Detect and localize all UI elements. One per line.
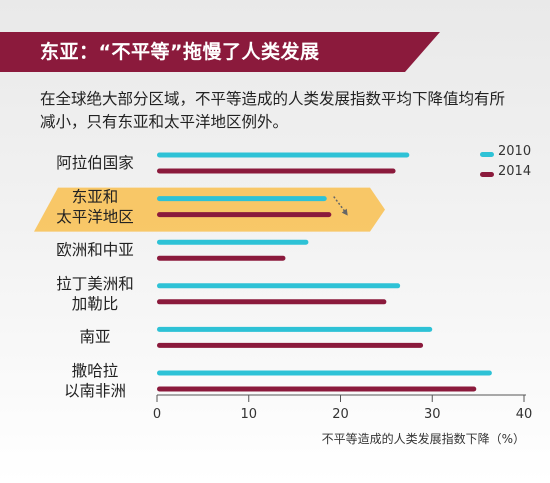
x-axis-label: 不平等造成的人类发展指数下降（%） — [321, 432, 525, 446]
legend-swatch-2010 — [480, 152, 494, 157]
category-label-line: 南亚 — [79, 328, 111, 347]
category-label-1: 东亚和 太平洋地区 — [30, 187, 160, 227]
category-label-line: 阿拉伯国家 — [56, 154, 134, 172]
category-label-line: 欧洲和中亚 — [56, 241, 134, 260]
category-label-line: 以南非洲 — [63, 382, 126, 400]
x-tick-label-0: 0 — [152, 407, 162, 422]
bar-2010-4 — [157, 326, 433, 332]
category-label-line: 拉丁美洲和 — [56, 274, 134, 293]
x-tick-label-30: 30 — [423, 407, 441, 422]
bar-2014-2 — [157, 255, 286, 261]
legend-swatch-2014 — [480, 172, 494, 177]
bar-2010-1 — [157, 196, 327, 202]
bar-2014-0 — [157, 168, 396, 174]
bar-2014-5 — [157, 386, 477, 392]
bar-2010-3 — [157, 283, 401, 289]
change-arrow-head — [341, 208, 348, 216]
x-tick-label-40: 40 — [515, 407, 533, 422]
page-title: 东亚：“不平等”拖慢了人类发展 — [40, 41, 320, 63]
category-label-2: 欧洲和中亚 — [30, 240, 160, 260]
category-label-3: 拉丁美洲和 加勒比 — [30, 274, 160, 314]
category-label-5: 撒哈拉 以南非洲 — [30, 361, 160, 401]
bar-2010-2 — [157, 239, 309, 245]
category-label-0: 阿拉伯国家 — [30, 153, 160, 173]
category-label-line: 太平洋地区 — [56, 207, 134, 226]
category-label-line: 加勒比 — [71, 294, 119, 313]
bar-2014-3 — [157, 299, 387, 305]
x-tick-label-10: 10 — [240, 407, 258, 422]
legend-label-2014: 2014 — [498, 164, 532, 179]
banner-shape — [0, 32, 440, 72]
bar-2010-5 — [157, 370, 492, 376]
bar-2014-4 — [157, 342, 424, 348]
subtitle: 在全球绝大部分区域，不平等造成的人类发展指数平均下降值均有所减小，只有东亚和太平… — [40, 90, 506, 131]
legend-label-2010: 2010 — [498, 144, 532, 159]
category-label-line: 东亚和 — [71, 187, 119, 206]
change-arrow-line — [333, 196, 347, 214]
category-label-4: 南亚 — [30, 327, 160, 347]
bar-2010-0 — [157, 152, 410, 158]
category-label-line: 撒哈拉 — [71, 362, 119, 380]
x-tick-label-20: 20 — [332, 407, 349, 422]
title-banner: 东亚：“不平等”拖慢了人类发展 — [0, 32, 440, 72]
bar-2014-1 — [157, 212, 332, 218]
